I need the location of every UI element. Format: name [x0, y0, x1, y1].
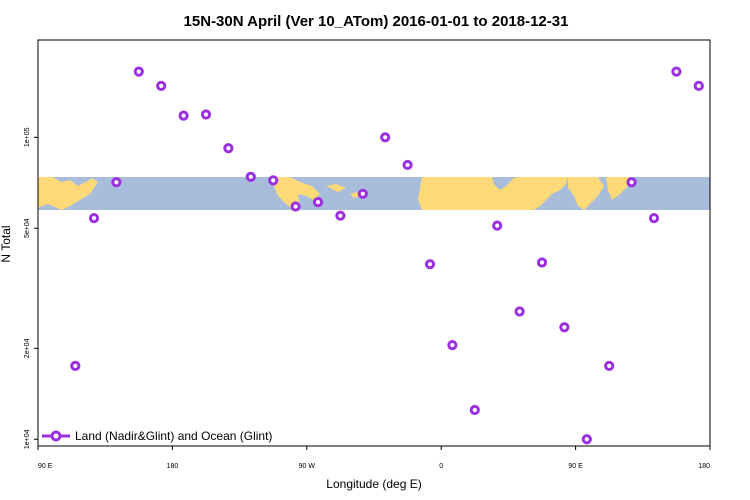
land-se-asia [606, 177, 630, 200]
data-point-10 [290, 201, 301, 212]
x-tick-label-3: 0 [439, 463, 443, 470]
x-axis-label: Longitude (deg E) [326, 477, 421, 491]
data-point-26 [648, 213, 660, 224]
land-mexico [272, 177, 320, 210]
data-point-3 [133, 66, 144, 77]
land-caribbean [326, 184, 362, 198]
data-point-7 [223, 143, 234, 154]
data-point-12 [335, 210, 346, 221]
data-point-8 [245, 171, 256, 182]
data-point-5 [178, 110, 189, 121]
plot-frame [37, 39, 711, 447]
legend: Land (Nadir&Glint) and Ocean (Glint) [42, 429, 272, 443]
data-point-28 [693, 80, 704, 91]
data-point-1 [88, 213, 100, 224]
chart-title: 15N-30N April (Ver 10_ATom) 2016-01-01 t… [184, 13, 569, 30]
x-axis: 90 E 180 90 W 0 90 E 180 [37, 446, 711, 470]
data-point-6 [200, 109, 212, 120]
land-africa-arabia [418, 177, 568, 210]
data-point-14 [380, 132, 391, 143]
land-india [568, 177, 604, 210]
data-point-17 [447, 340, 458, 351]
data-point-15 [402, 159, 413, 171]
y-tick-label-0: 1e+04 [24, 429, 31, 449]
x-tick-label-1: 180 [167, 463, 179, 470]
y-tick-label-1: 2e+04 [24, 338, 31, 358]
x-tick-label-5: 180 [698, 463, 710, 470]
data-points [70, 66, 704, 445]
data-point-20 [514, 306, 525, 317]
land-shapes [38, 177, 630, 210]
y-tick-label-2: 5e+04 [24, 218, 31, 238]
data-point-21 [536, 257, 548, 268]
data-point-4 [156, 80, 167, 91]
data-point-13 [357, 188, 368, 199]
x-tick-label-0: 90 E [38, 463, 53, 470]
data-point-22 [559, 322, 570, 333]
data-point-23 [581, 434, 592, 445]
data-point-11 [312, 197, 324, 208]
data-point-16 [424, 259, 436, 270]
y-tick-label-3: 1e+05 [24, 127, 31, 147]
y-axis: 1e+04 2e+04 5e+04 1e+05 [24, 127, 38, 449]
data-point-18 [469, 404, 480, 416]
data-point-27 [671, 66, 682, 77]
world-map-band [38, 177, 710, 210]
data-point-0 [70, 360, 81, 371]
data-point-24 [604, 360, 615, 371]
data-point-25 [626, 177, 637, 188]
x-tick-label-4: 90 E [568, 463, 583, 470]
x-tick-label-2: 90 W [299, 463, 316, 470]
data-point-9 [268, 175, 279, 186]
legend-marker [50, 430, 62, 442]
y-axis-label: N Total [0, 225, 13, 262]
data-point-2 [111, 177, 122, 188]
data-point-19 [492, 220, 503, 231]
legend-label: Land (Nadir&Glint) and Ocean (Glint) [75, 429, 272, 443]
land-asia-west [38, 177, 98, 210]
